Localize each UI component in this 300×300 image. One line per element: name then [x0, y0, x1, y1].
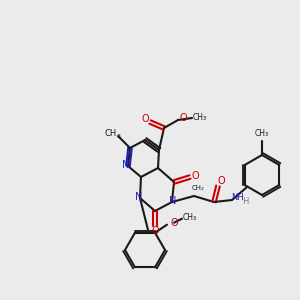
Text: N: N: [135, 192, 143, 202]
Text: O: O: [217, 176, 225, 186]
Text: N: N: [122, 160, 130, 170]
Text: 3: 3: [117, 134, 121, 140]
Text: CH₃: CH₃: [183, 213, 197, 222]
Text: CH: CH: [105, 128, 117, 137]
Text: O: O: [141, 114, 149, 124]
Text: CH₃: CH₃: [193, 113, 207, 122]
Text: O: O: [170, 218, 178, 228]
Text: CH₂: CH₂: [192, 185, 204, 191]
Text: NH: NH: [231, 193, 243, 202]
Text: O: O: [191, 171, 199, 181]
Text: O: O: [151, 226, 159, 236]
Text: O: O: [179, 113, 187, 123]
Text: CH₃: CH₃: [255, 130, 269, 139]
Text: N: N: [169, 196, 177, 206]
Text: H: H: [242, 197, 248, 206]
